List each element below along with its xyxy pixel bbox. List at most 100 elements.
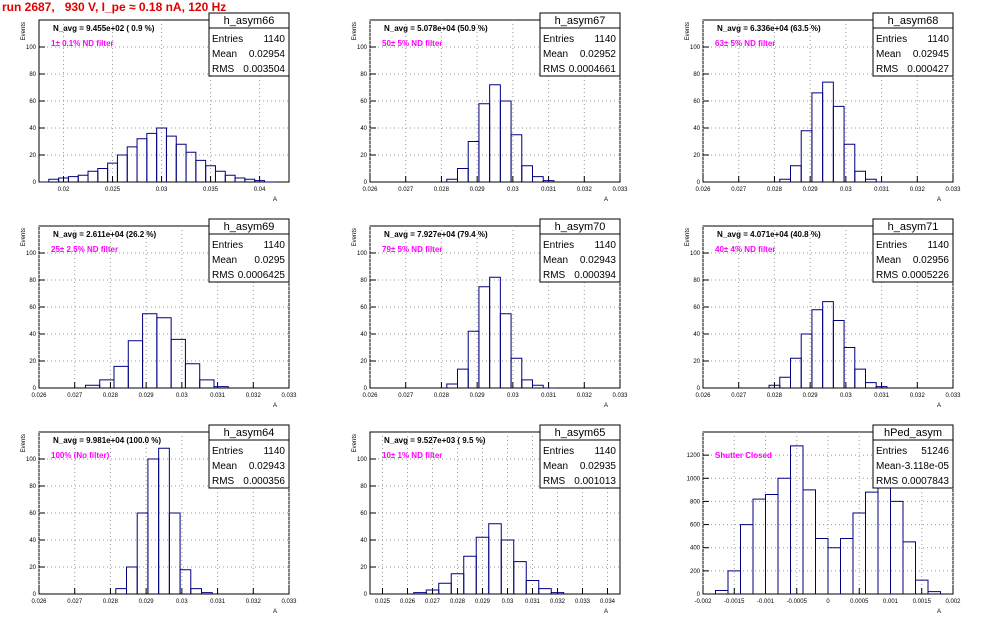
stats-box: Entries 1140 Mean 0.02954 RMS 0.003504: [208, 27, 290, 77]
histogram-bin: [457, 168, 469, 182]
histogram-bin: [822, 301, 834, 388]
x-axis-label: A: [604, 197, 608, 203]
y-tick-label: 20: [29, 359, 36, 365]
histogram-title: h_asym68: [888, 15, 939, 27]
x-tick-label: 0.03: [507, 187, 519, 193]
histogram-title-box: h_asym65: [539, 424, 621, 441]
x-tick-label: 0.03: [840, 187, 852, 193]
x-tick-label: 0.027: [67, 393, 83, 399]
y-tick-label: 40: [360, 538, 367, 544]
histogram-bin: [852, 512, 866, 594]
histogram-bin: [179, 569, 192, 594]
histogram-bin: [779, 376, 791, 388]
y-tick-label: 100: [690, 45, 701, 51]
x-tick-label: -0.002: [694, 599, 712, 605]
histogram-panel-h_asym66: 20 40 60 80 100 0 0.02 0.025 0.03 0.035 0.04 Events…: [21, 12, 290, 203]
y-tick-label: 0: [364, 386, 368, 392]
y-tick-label: 40: [360, 126, 367, 132]
x-tick-label: 0.0015: [913, 599, 932, 605]
stats-value-entries: 1140: [927, 34, 949, 45]
histogram-title-box: hPed_asym: [872, 424, 954, 441]
x-tick-label: 0.031: [210, 599, 226, 605]
stats-label-mean: Mean: [543, 49, 568, 60]
stats-label-rms: RMS: [212, 64, 235, 75]
y-tick-label: 80: [693, 72, 700, 78]
y-tick-label: 100: [357, 251, 368, 257]
histogram-bin: [170, 338, 186, 388]
x-tick-label: 0.031: [541, 393, 557, 399]
stats-frame: [539, 27, 621, 77]
histogram-title-box: h_asym64: [208, 424, 290, 441]
x-tick-label: 0.025: [105, 187, 121, 193]
histogram-panel-h_asym65: 20 40 60 80 100 0 0.025 0.026 0.027 0.028 0.029 0.0…: [352, 424, 621, 615]
histogram-title: hPed_asym: [884, 427, 942, 439]
histogram-panel-h_asym70: 20 40 60 80 100 00.026 0.027 0.028 0.029 0.03 0.03…: [352, 218, 628, 409]
histogram-bin: [854, 368, 866, 388]
histogram-bin: [489, 276, 501, 388]
x-tick-label: 0.02: [58, 187, 70, 193]
histogram-title-box: h_asym69: [208, 218, 290, 235]
x-tick-label: 0.026: [31, 599, 47, 605]
x-tick-label: 0.03: [507, 393, 519, 399]
navg-label: N_avg = 9.455e+02 ( 0.9 %): [53, 24, 155, 33]
x-axis-label: A: [273, 197, 277, 203]
histogram-bin: [915, 579, 929, 594]
histogram-bin: [499, 100, 512, 182]
x-tick-label: -0.0005: [787, 599, 808, 605]
histogram-bin: [478, 286, 491, 388]
x-tick-label: 0.026: [362, 187, 378, 193]
x-tick-label: 0.028: [450, 599, 466, 605]
x-tick-label: 0.027: [731, 393, 747, 399]
histogram-bin: [87, 170, 99, 182]
histogram-bin: [811, 92, 824, 182]
histogram-bin: [740, 524, 754, 594]
x-tick-label: 0.027: [731, 187, 747, 193]
y-tick-label: 100: [357, 45, 368, 51]
y-tick-label: 60: [29, 99, 36, 105]
histogram-bin: [168, 512, 181, 594]
stats-label-entries: Entries: [876, 34, 907, 45]
x-tick-label: 0.029: [139, 393, 155, 399]
stats-label-rms: RMS: [543, 64, 566, 75]
stats-value-entries: 1140: [594, 446, 616, 457]
histogram-bin: [127, 340, 144, 388]
x-tick-label: 0.028: [103, 599, 119, 605]
stats-label-mean: Mean: [212, 461, 237, 472]
y-tick-label: 80: [360, 72, 367, 78]
histogram-bin: [467, 141, 480, 182]
navg-label: N_avg = 9.527e+03 ( 9.5 %): [384, 436, 486, 445]
stats-frame: [872, 233, 954, 283]
histogram-bin: [190, 588, 202, 594]
stats-value-entries: 1140: [594, 34, 616, 45]
y-axis-label: Events: [21, 22, 27, 40]
x-tick-label: 0.033: [945, 393, 961, 399]
stats-box: Entries 1140 Mean 0.02956 RMS 0.0005226: [872, 233, 954, 283]
histogram-bin: [877, 482, 891, 594]
histogram-bin: [513, 561, 527, 594]
x-tick-label: 0.033: [612, 187, 628, 193]
y-tick-label: 400: [690, 546, 701, 552]
y-tick-label: 200: [690, 569, 701, 575]
y-tick-label: 0: [33, 592, 37, 598]
histogram-bin: [550, 592, 565, 594]
navg-label: N_avg = 6.336e+04 (63.5 %): [717, 24, 821, 33]
histogram-title: h_asym70: [555, 221, 606, 233]
stats-label-mean: Mean: [876, 255, 901, 266]
x-tick-label: 0.028: [767, 187, 783, 193]
y-tick-label: 20: [360, 359, 367, 365]
y-tick-label: 100: [26, 251, 37, 257]
histogram-bin: [457, 368, 469, 388]
x-tick-label: 0.031: [525, 599, 541, 605]
stats-frame: [539, 439, 621, 489]
y-axis-label: Events: [352, 434, 358, 452]
x-tick-label: 0.03: [176, 599, 188, 605]
y-tick-label: 80: [29, 484, 36, 490]
y-axis-label: Events: [352, 22, 358, 40]
stats-frame: [872, 27, 954, 77]
filter-label: 100% (No filter): [51, 451, 110, 460]
y-tick-label: 600: [690, 523, 701, 529]
histogram-bin: [126, 146, 138, 182]
x-tick-label: 0.026: [695, 393, 711, 399]
stats-box: Entries 1140 Mean 0.02952 RMS 0.0004661: [539, 27, 621, 77]
x-tick-label: 0.029: [470, 393, 486, 399]
